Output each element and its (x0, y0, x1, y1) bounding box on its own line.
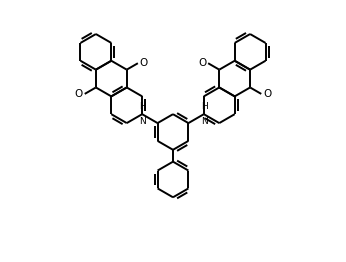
Text: H: H (201, 102, 208, 111)
Text: N: N (139, 117, 146, 126)
Text: O: O (198, 58, 206, 68)
Text: O: O (74, 89, 83, 99)
Text: N: N (201, 117, 208, 126)
Text: H: H (139, 102, 146, 111)
Text: O: O (140, 58, 148, 68)
Text: O: O (263, 89, 272, 99)
